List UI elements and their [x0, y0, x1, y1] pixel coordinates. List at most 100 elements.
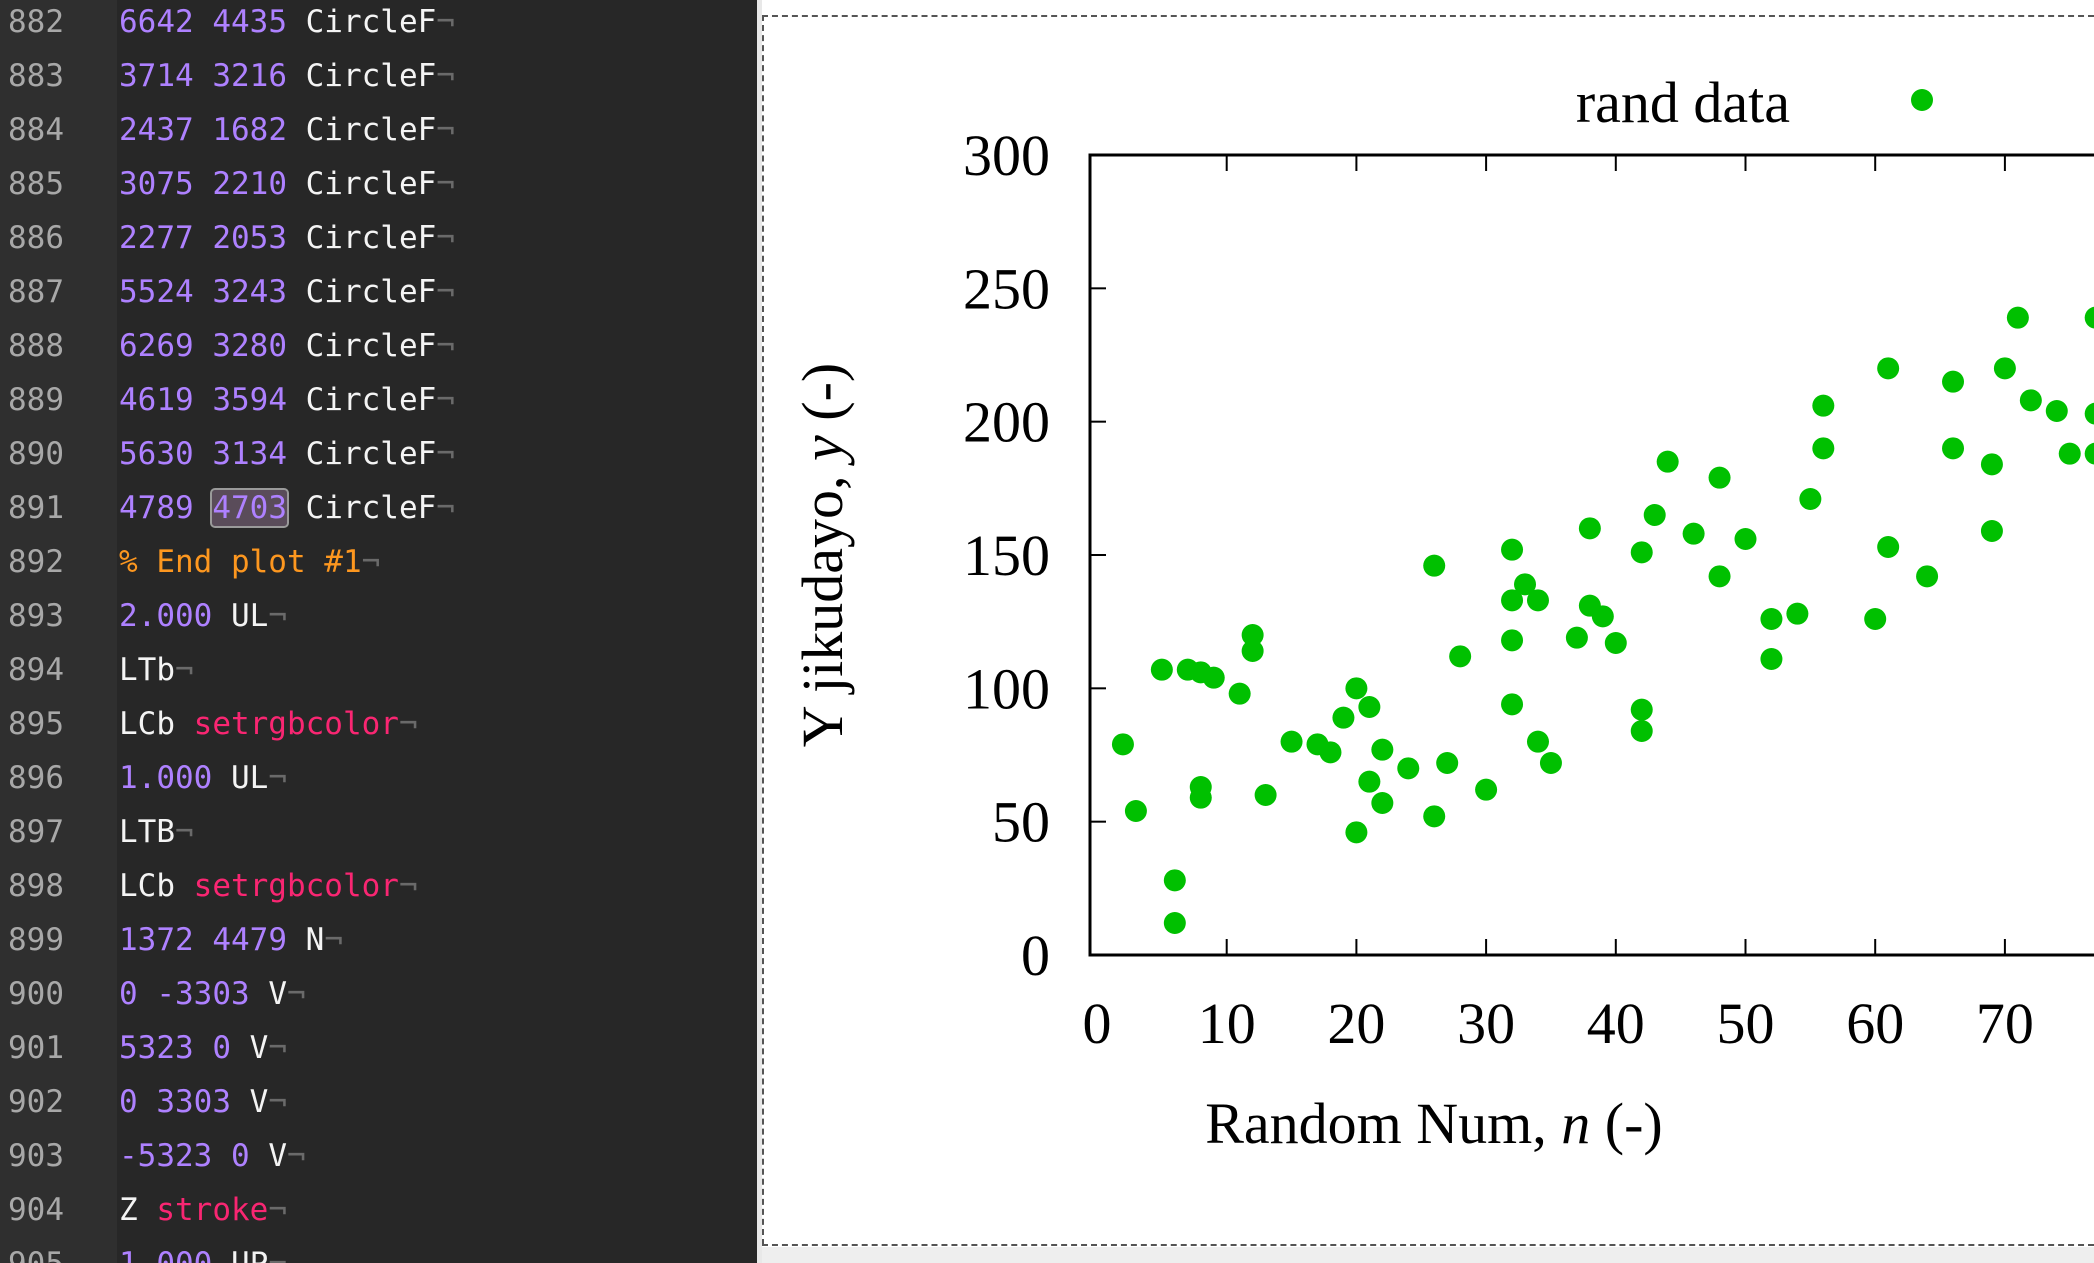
code-text[interactable]: 1.000 UL¬ [119, 756, 287, 800]
code-text[interactable]: -5323 0 V¬ [119, 1134, 306, 1178]
data-point [2045, 400, 2068, 422]
code-line[interactable]: 901 5323 0 V¬ [0, 1026, 757, 1080]
code-line[interactable]: 905 1.000 UP¬ [0, 1242, 757, 1263]
y-tick-label: 150 [963, 523, 1050, 588]
end-of-line-marker: ¬ [436, 436, 455, 472]
code-token: 2.000 [119, 598, 213, 634]
code-line[interactable]: 884 2437 1682 CircleF¬ [0, 108, 757, 162]
code-token: LCb [119, 706, 194, 742]
data-point [1604, 632, 1627, 654]
code-line[interactable]: 891 4789 4703 CircleF¬ [0, 486, 757, 540]
code-line[interactable]: 897 LTB¬ [0, 810, 757, 864]
code-text[interactable]: 2437 1682 CircleF¬ [119, 108, 455, 152]
code-text[interactable]: 5630 3134 CircleF¬ [119, 432, 455, 476]
code-text[interactable]: LTB¬ [119, 810, 194, 854]
data-point [1799, 488, 1822, 510]
code-text[interactable]: 3075 2210 CircleF¬ [119, 162, 455, 206]
code-token [212, 1138, 231, 1174]
code-token [194, 328, 213, 364]
code-line[interactable]: 883 3714 3216 CircleF¬ [0, 54, 757, 108]
code-text[interactable]: 2.000 UL¬ [119, 594, 287, 638]
code-token: V [249, 976, 287, 1012]
code-text[interactable]: 6642 4435 CircleF¬ [119, 0, 455, 44]
code-text[interactable]: 5323 0 V¬ [119, 1026, 287, 1070]
code-text[interactable]: 4789 4703 CircleF¬ [119, 486, 455, 530]
data-point [2019, 389, 2042, 412]
data-point [2058, 442, 2081, 465]
x-tick-label: 50 [1717, 991, 1775, 1056]
code-line[interactable]: 882 6642 4435 CircleF¬ [0, 0, 757, 54]
code-text[interactable]: 3714 3216 CircleF¬ [119, 54, 455, 98]
code-line[interactable]: 885 3075 2210 CircleF¬ [0, 162, 757, 216]
pane-divider[interactable] [757, 0, 762, 1263]
code-token: 1372 [119, 922, 194, 958]
data-point [1565, 626, 1588, 649]
page-border-bottom [762, 1244, 2094, 1246]
line-number: 893 [8, 598, 64, 634]
code-line[interactable]: 896 1.000 UL¬ [0, 756, 757, 810]
end-of-line-marker: ¬ [268, 1030, 287, 1066]
x-tick-label: 30 [1457, 991, 1515, 1056]
data-point [1241, 624, 1264, 646]
end-of-line-marker: ¬ [268, 1246, 287, 1263]
code-text[interactable]: 0 3303 V¬ [119, 1080, 287, 1124]
code-token: V [249, 1138, 287, 1174]
code-token: CircleF [286, 382, 437, 418]
code-line[interactable]: 886 2277 2053 CircleF¬ [0, 216, 757, 270]
code-line[interactable]: 887 5524 3243 CircleF¬ [0, 270, 757, 324]
code-text[interactable]: 6269 3280 CircleF¬ [119, 324, 455, 368]
line-number: 896 [8, 760, 64, 796]
code-token: UL [212, 760, 269, 796]
code-text[interactable]: 0 -3303 V¬ [119, 972, 306, 1016]
code-token: 2277 [119, 220, 194, 256]
line-number: 897 [8, 814, 64, 850]
data-point [1163, 912, 1186, 934]
code-text[interactable]: % End plot #1¬ [119, 540, 380, 584]
end-of-line-marker: ¬ [287, 976, 306, 1012]
end-of-line-marker: ¬ [436, 274, 455, 310]
code-token: 0 [212, 1030, 231, 1066]
code-line[interactable]: 893 2.000 UL¬ [0, 594, 757, 648]
code-line[interactable]: 890 5630 3134 CircleF¬ [0, 432, 757, 486]
code-line[interactable]: 899 1372 4479 N¬ [0, 918, 757, 972]
code-text[interactable]: 2277 2053 CircleF¬ [119, 216, 455, 260]
code-line[interactable]: 903 -5323 0 V¬ [0, 1134, 757, 1188]
code-line[interactable]: 892 % End plot #1¬ [0, 540, 757, 594]
code-token [194, 922, 213, 958]
code-text[interactable]: LCb setrgbcolor¬ [119, 702, 418, 746]
data-point [1643, 504, 1666, 526]
code-text[interactable]: Z stroke¬ [119, 1188, 287, 1232]
data-point [1980, 453, 2003, 476]
code-token [138, 976, 157, 1012]
code-line[interactable]: 904 Z stroke¬ [0, 1188, 757, 1242]
data-point [1877, 357, 1900, 380]
code-text[interactable]: 1.000 UP¬ [119, 1242, 287, 1263]
code-text[interactable]: LTb¬ [119, 648, 194, 692]
code-text[interactable]: 1372 4479 N¬ [119, 918, 343, 962]
code-text[interactable]: LCb setrgbcolor¬ [119, 864, 418, 908]
code-line[interactable]: 889 4619 3594 CircleF¬ [0, 378, 757, 432]
code-token [194, 4, 213, 40]
x-tick-label: 20 [1327, 991, 1385, 1056]
code-token: CircleF [286, 4, 437, 40]
code-text[interactable]: 4619 3594 CircleF¬ [119, 378, 455, 422]
code-line[interactable]: 898 LCb setrgbcolor¬ [0, 864, 757, 918]
code-line[interactable]: 902 0 3303 V¬ [0, 1080, 757, 1134]
code-token: CircleF [286, 166, 437, 202]
page-border-top [762, 15, 2094, 17]
code-token: 3075 [119, 166, 194, 202]
code-text[interactable]: 5524 3243 CircleF¬ [119, 270, 455, 314]
code-line[interactable]: 888 6269 3280 CircleF¬ [0, 324, 757, 378]
code-token: 1.000 [119, 760, 213, 796]
data-point [1345, 821, 1368, 844]
code-line[interactable]: 895 LCb setrgbcolor¬ [0, 702, 757, 756]
code-editor-pane[interactable]: 882 6642 4435 CircleF¬ 883 3714 3216 Circle… [0, 0, 757, 1263]
data-point [1993, 357, 2016, 380]
code-line[interactable]: 900 0 -3303 V¬ [0, 972, 757, 1026]
data-point [1708, 565, 1731, 588]
code-token: LTb [119, 652, 175, 688]
data-point [1423, 554, 1446, 577]
code-line[interactable]: 894 LTb¬ [0, 648, 757, 702]
code-token: V [231, 1084, 269, 1120]
code-token: UL [212, 598, 269, 634]
